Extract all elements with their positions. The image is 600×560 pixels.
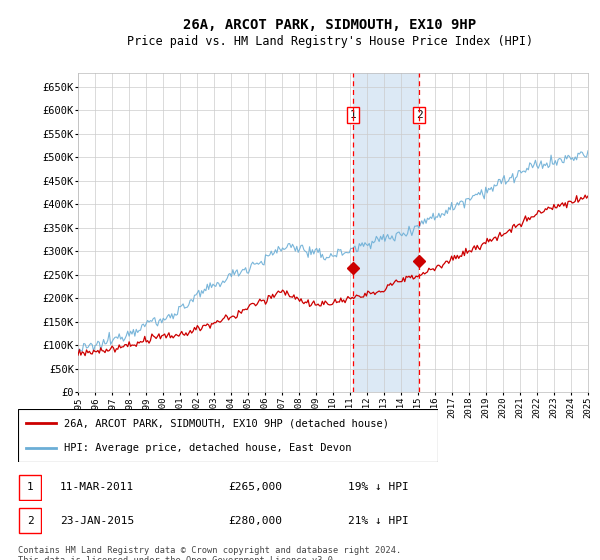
Text: Price paid vs. HM Land Registry's House Price Index (HPI): Price paid vs. HM Land Registry's House … — [127, 35, 533, 49]
Text: 2: 2 — [416, 110, 422, 120]
Text: HPI: Average price, detached house, East Devon: HPI: Average price, detached house, East… — [64, 442, 352, 452]
Text: 1: 1 — [26, 482, 34, 492]
Text: Contains HM Land Registry data © Crown copyright and database right 2024.
This d: Contains HM Land Registry data © Crown c… — [18, 546, 401, 560]
Text: 11-MAR-2011: 11-MAR-2011 — [60, 482, 134, 492]
Text: 2: 2 — [26, 516, 34, 526]
Text: £280,000: £280,000 — [228, 516, 282, 526]
Text: 19% ↓ HPI: 19% ↓ HPI — [348, 482, 409, 492]
Text: 26A, ARCOT PARK, SIDMOUTH, EX10 9HP: 26A, ARCOT PARK, SIDMOUTH, EX10 9HP — [184, 18, 476, 32]
Text: 23-JAN-2015: 23-JAN-2015 — [60, 516, 134, 526]
Text: 26A, ARCOT PARK, SIDMOUTH, EX10 9HP (detached house): 26A, ARCOT PARK, SIDMOUTH, EX10 9HP (det… — [64, 418, 389, 428]
Bar — [353, 73, 419, 392]
Text: £265,000: £265,000 — [228, 482, 282, 492]
Text: 1: 1 — [350, 110, 356, 120]
Text: 21% ↓ HPI: 21% ↓ HPI — [348, 516, 409, 526]
